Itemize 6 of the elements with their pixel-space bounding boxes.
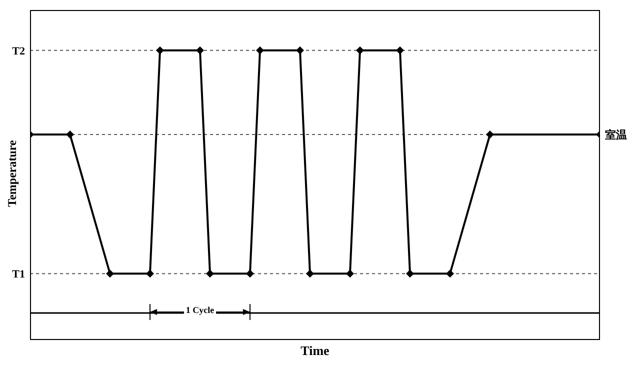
x-axis-title: Time (300, 343, 330, 359)
ref-line-label: T2 (12, 45, 26, 58)
y-axis-title: Temperature (4, 140, 20, 207)
annotation: 1 Cycle (184, 305, 216, 315)
ref-line-label: 室温 (605, 128, 627, 142)
ref-line-label: T1 (12, 268, 25, 281)
